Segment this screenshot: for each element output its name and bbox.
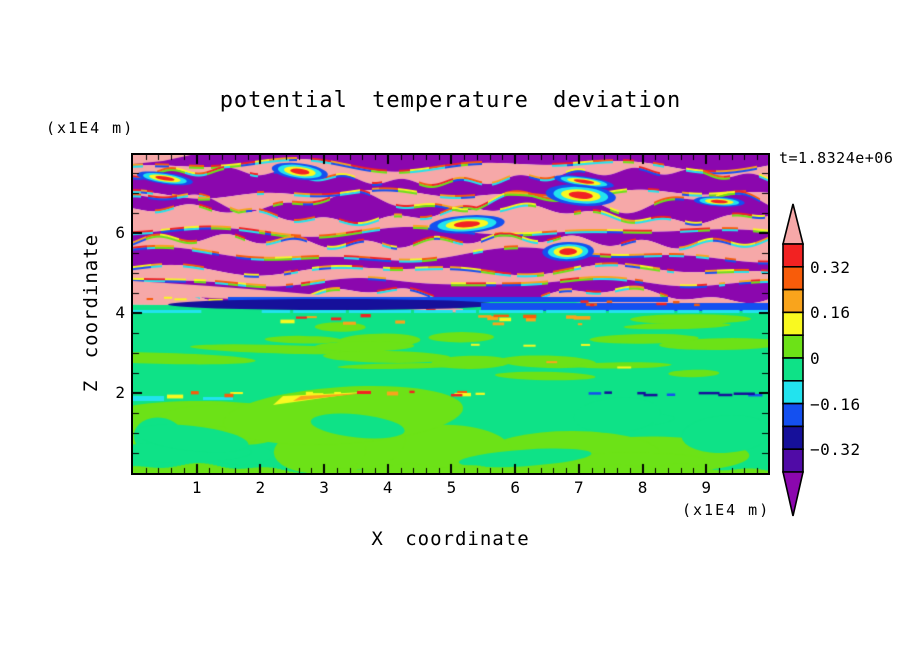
colorbar-segment-orange: [782, 288, 804, 314]
plot-frame: [131, 153, 770, 475]
x-tick-label: 2: [255, 478, 266, 497]
x-tick-label: 1: [191, 478, 202, 497]
colorbar-top-arrow: [781, 203, 805, 245]
chart-title: potential temperature deviation: [219, 88, 682, 113]
x-tick-label: 3: [319, 478, 329, 497]
colorbar-tick-label: −0.32: [810, 440, 861, 460]
y-tick-label: 4: [115, 302, 125, 322]
time-annotation: t=1.8324e+06: [779, 149, 894, 167]
contour-field-canvas: [133, 155, 768, 473]
x-tick-label: 4: [382, 478, 393, 497]
colorbar-segment-navy: [782, 425, 804, 450]
y-tick-label: 6: [115, 222, 125, 242]
colorbar-tick-label: 0.16: [810, 303, 851, 323]
colorbar-tick-label: 0: [810, 349, 821, 368]
colorbar-tick-label: 0.32: [810, 257, 851, 277]
y-axis-units-label: (x1E4 m): [46, 119, 135, 137]
colorbar-bottom-arrow: [781, 471, 805, 517]
colorbar-tick-label: −0.16: [810, 394, 861, 414]
colorbar-segment-violet: [782, 448, 804, 473]
x-axis-units-label: (x1E4 m): [682, 501, 771, 519]
colorbar-segment-blue: [782, 402, 804, 428]
colorbar-segment-red: [782, 243, 804, 268]
colorbar-segment-orange-red: [782, 266, 804, 291]
x-tick-label: 9: [701, 478, 712, 497]
x-tick-label: 6: [510, 478, 520, 497]
colorbar-segment-chartreuse: [782, 334, 804, 359]
colorbar: [781, 203, 805, 517]
colorbar-segment-spring-green: [782, 357, 804, 382]
x-axis-title: X coordinate: [371, 528, 530, 550]
colorbar-segment-cyan: [782, 380, 804, 405]
x-tick-label: 5: [446, 478, 457, 497]
colorbar-segment-yellow: [782, 311, 804, 337]
x-tick-label: 7: [574, 478, 584, 497]
x-tick-label: 8: [637, 478, 648, 497]
y-tick-label: 2: [115, 382, 125, 402]
